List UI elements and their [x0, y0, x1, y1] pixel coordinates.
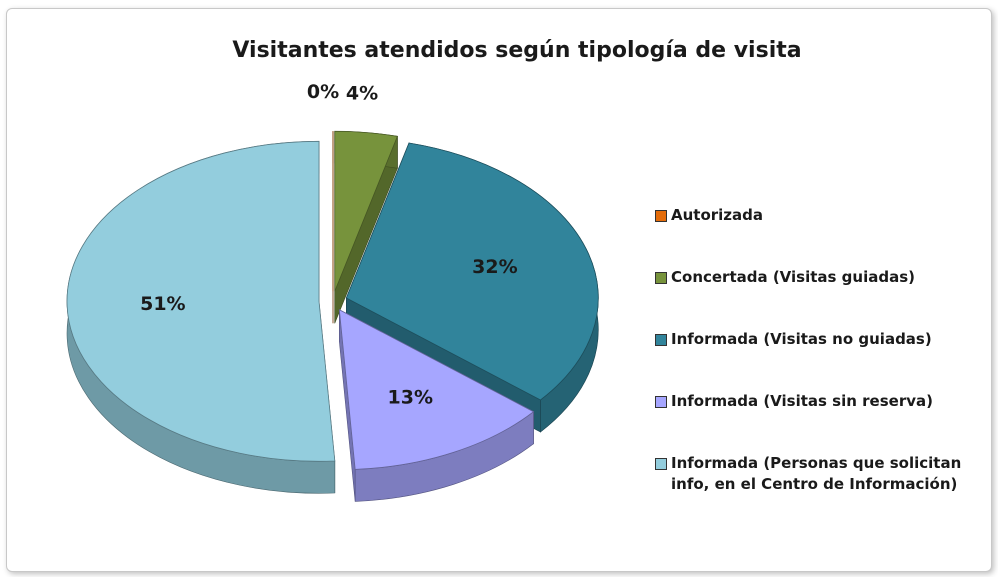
legend-label: Autorizada: [671, 206, 764, 224]
slice: [66, 140, 336, 462]
chart: Visitantes atendidos según tipología de …: [66, 38, 802, 502]
data-label: 4%: [346, 82, 378, 104]
data-label: 32%: [472, 256, 517, 278]
legend: Autorizada Concertada (Visitas guiadas) In…: [655, 205, 991, 536]
legend-swatch: [655, 272, 667, 284]
chart-title: Visitantes atendidos según tipología de …: [232, 38, 801, 63]
legend-swatch: [655, 210, 667, 222]
legend-label: Informada (Visitas no guiadas): [671, 330, 932, 348]
slice: [334, 130, 398, 292]
legend-item: Autorizada: [655, 205, 991, 226]
legend-swatch: [655, 396, 667, 408]
legend-item: Informada (Personas que solicitan info, …: [655, 453, 991, 495]
slice: [345, 142, 599, 401]
legend-swatch: [655, 458, 667, 470]
legend-swatch: [655, 334, 667, 346]
pie-tops: [66, 130, 599, 470]
data-label: 0%: [307, 81, 339, 103]
legend-item: Informada (Visitas no guiadas): [655, 329, 991, 350]
data-label: 13%: [388, 387, 433, 409]
legend-item: Concertada (Visitas guiadas): [655, 267, 991, 288]
data-label: 51%: [140, 293, 185, 315]
chart-frame: Visitantes atendidos según tipología de …: [6, 8, 992, 572]
slice: [338, 309, 535, 470]
legend-label: Concertada (Visitas guiadas): [671, 268, 916, 286]
legend-label: Informada (Visitas sin reserva): [671, 392, 933, 410]
legend-item: Informada (Visitas sin reserva): [655, 391, 991, 412]
legend-label: Informada (Personas que solicitan info, …: [671, 454, 962, 493]
